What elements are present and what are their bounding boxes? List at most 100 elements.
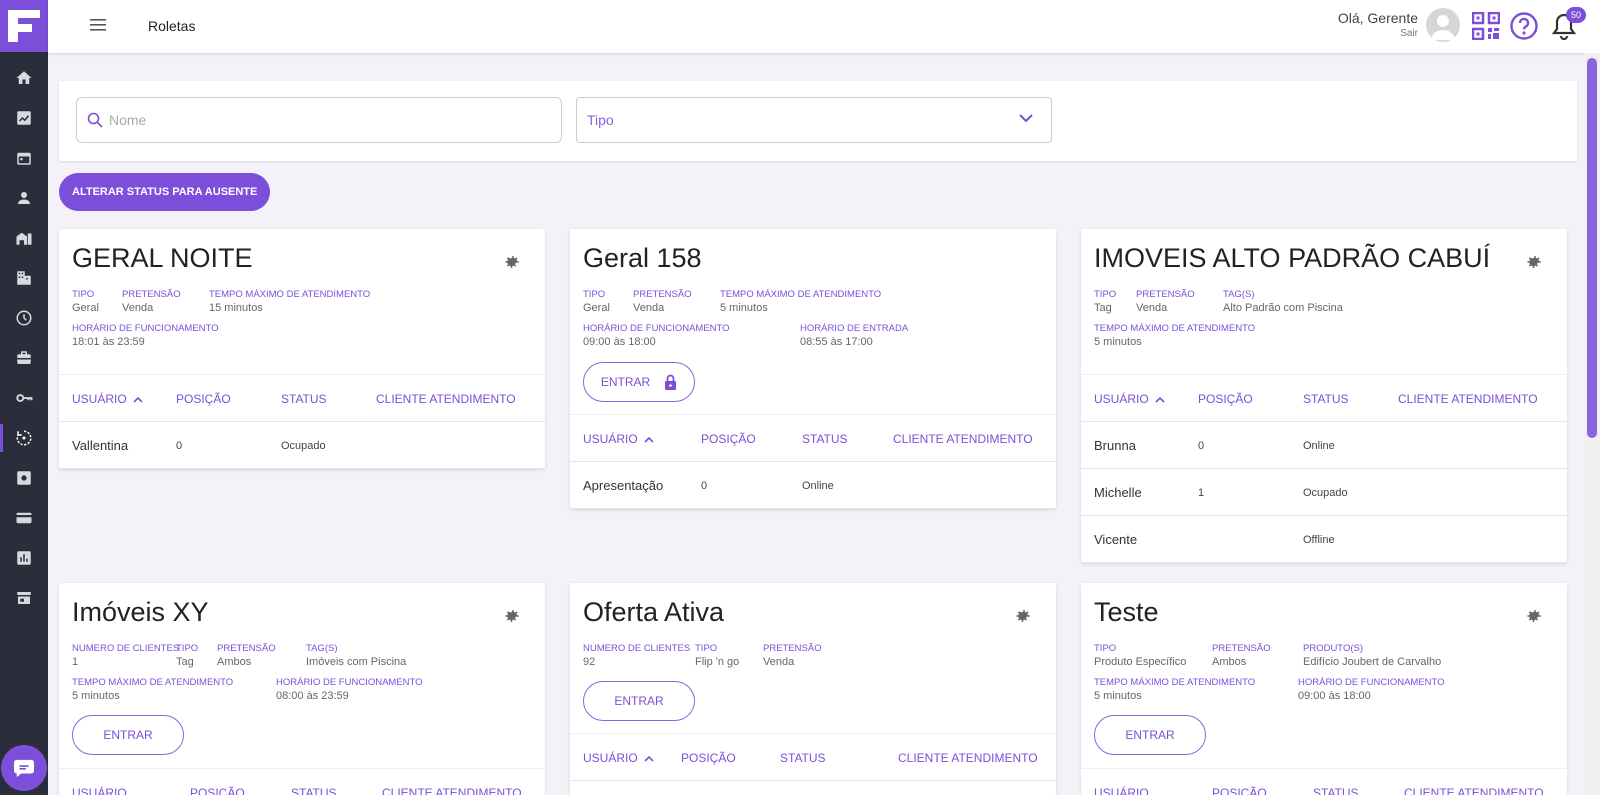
roulette-icon (16, 430, 32, 446)
column-cliente-atendimento[interactable]: CLIENTE ATENDIMENTO (382, 786, 522, 795)
column-status[interactable]: STATUS (1313, 786, 1359, 795)
table-header: USUÁRIO POSIÇÃO STATUS CLIENTE ATENDIMEN… (570, 733, 1056, 781)
qr-code-icon (1471, 11, 1501, 41)
help-button[interactable] (1510, 12, 1538, 45)
roulette-card: Oferta Ativa NUMERO DE CLIENTES 92 TIPO Fl… (570, 583, 1056, 795)
enter-button[interactable]: ENTRAR (1094, 715, 1206, 755)
clock-icon (16, 310, 32, 326)
column-usuario[interactable]: USUÁRIO (72, 786, 127, 795)
sidebar-item-history[interactable] (0, 298, 48, 338)
buildings-icon (17, 271, 31, 285)
set-absent-status-button[interactable]: ALTERAR STATUS PARA AUSENTE (59, 173, 271, 211)
table-row: Vicente Offline (1081, 516, 1567, 563)
enter-button[interactable]: ENTRAR (583, 362, 695, 402)
gear-icon[interactable] (1014, 607, 1032, 625)
gear-icon[interactable] (503, 253, 521, 271)
avatar[interactable] (1426, 8, 1460, 42)
meta-tags: TAG(S) Imóveis com Piscina (306, 643, 407, 668)
column-status[interactable]: STATUS (802, 432, 848, 446)
name-search-input[interactable] (109, 112, 509, 128)
table-row: Vallentina 0 Ocupado (59, 422, 545, 469)
enter-button[interactable]: ENTRAR (583, 681, 695, 721)
column-cliente-atendimento[interactable]: CLIENTE ATENDIMENTO (898, 751, 1038, 765)
sidebar-item-keys[interactable] (0, 378, 48, 418)
roulette-card: Teste TIPO Produto Específico PRETENSÃO Am… (1081, 583, 1567, 795)
gear-icon[interactable] (1525, 253, 1543, 271)
qr-code-button[interactable] (1471, 11, 1501, 45)
sidebar-item-home[interactable] (0, 58, 48, 98)
column-posicao[interactable]: POSIÇÃO (1212, 786, 1267, 795)
chevron-up-icon (1155, 396, 1165, 403)
sidebar-item-roletas[interactable] (0, 418, 48, 458)
table-row: Brunna 0 Online (1081, 422, 1567, 469)
sidebar-item-properties[interactable] (0, 218, 48, 258)
chat-button[interactable] (1, 745, 47, 791)
card-icon (16, 512, 32, 524)
sidebar-item-payments[interactable] (0, 498, 48, 538)
sidebar-item-reports[interactable] (0, 538, 48, 578)
column-status[interactable]: STATUS (291, 786, 337, 795)
sidebar-item-store[interactable] (0, 578, 48, 618)
card-title: Geral 158 (583, 243, 702, 273)
logout-link[interactable]: Sair (1400, 28, 1418, 39)
meta-tags: TAG(S) Alto Padrão com Piscina (1223, 289, 1343, 314)
chevron-up-icon (644, 436, 654, 443)
sidebar-item-dashboard[interactable] (0, 98, 48, 138)
search-icon (87, 112, 103, 128)
roulette-card: IMOVEIS ALTO PADRÃO CABUÍ TIPO Tag PRETEN… (1081, 229, 1567, 563)
person-icon (18, 192, 30, 204)
notification-count-badge: 50 (1566, 7, 1586, 23)
meta-pretensao: PRETENSÃO Venda (763, 643, 822, 668)
column-status[interactable]: STATUS (1303, 392, 1349, 406)
column-usuario[interactable]: USUÁRIO (1094, 786, 1149, 795)
column-usuario[interactable]: USUÁRIO (583, 432, 654, 446)
meta-numero-clientes: NUMERO DE CLIENTES 92 (583, 643, 691, 668)
filter-panel: Tipo (59, 81, 1577, 161)
column-cliente-atendimento[interactable]: CLIENTE ATENDIMENTO (893, 432, 1033, 446)
vertical-scrollbar[interactable] (1584, 53, 1600, 795)
column-status[interactable]: STATUS (780, 751, 826, 765)
column-status[interactable]: STATUS (281, 392, 327, 406)
app-logo[interactable] (0, 0, 48, 52)
column-cliente-atendimento[interactable]: CLIENTE ATENDIMENTO (376, 392, 516, 406)
sidebar-item-people[interactable] (0, 178, 48, 218)
meta-tipo: TIPO Produto Específico (1094, 643, 1187, 668)
table-row: Michelle 1 Ocupado (1081, 469, 1567, 516)
calendar-icon (17, 152, 31, 165)
scrollbar-thumb[interactable] (1587, 58, 1597, 438)
gear-icon[interactable] (503, 607, 521, 625)
column-posicao[interactable]: POSIÇÃO (1198, 392, 1253, 406)
column-posicao[interactable]: POSIÇÃO (681, 751, 736, 765)
column-usuario[interactable]: USUÁRIO (583, 751, 654, 765)
search-field[interactable] (76, 97, 562, 143)
gear-icon[interactable] (1525, 607, 1543, 625)
column-posicao[interactable]: POSIÇÃO (701, 432, 756, 446)
column-cliente-atendimento[interactable]: CLIENTE ATENDIMENTO (1404, 786, 1544, 795)
menu-toggle-button[interactable] (90, 18, 106, 37)
meta-horario-funcionamento: HORÁRIO DE FUNCIONAMENTO 09:00 às 18:00 (583, 323, 730, 348)
table-header: USUÁRIO POSIÇÃO STATUS CLIENTE ATENDIMEN… (1081, 374, 1567, 422)
hamburger-icon (90, 19, 106, 31)
column-usuario[interactable]: USUÁRIO (72, 392, 143, 406)
column-posicao[interactable]: POSIÇÃO (176, 392, 231, 406)
chevron-down-icon (1019, 114, 1033, 123)
sidebar-item-enterprises[interactable] (0, 258, 48, 298)
meta-tempo-maximo: TEMPO MÁXIMO DE ATENDIMENTO 5 minutos (72, 677, 234, 702)
sidebar-item-business[interactable] (0, 338, 48, 378)
column-usuario[interactable]: USUÁRIO (1094, 392, 1165, 406)
chevron-up-icon (644, 755, 654, 762)
chat-icon (14, 759, 34, 778)
card-title: GERAL NOITE (72, 243, 253, 273)
sidebar-item-calendar[interactable] (0, 138, 48, 178)
building-icon (16, 232, 32, 245)
briefcase-icon (17, 351, 31, 364)
sidebar-item-settings[interactable] (0, 458, 48, 498)
column-posicao[interactable]: POSIÇÃO (190, 786, 245, 795)
column-cliente-atendimento[interactable]: CLIENTE ATENDIMENTO (1398, 392, 1538, 406)
greeting-text: Olá, Gerente (1337, 10, 1418, 26)
enter-button[interactable]: ENTRAR (72, 715, 184, 755)
table-header: USUÁRIO POSIÇÃO STATUS CLIENTE ATENDIMEN… (570, 414, 1056, 462)
type-select[interactable]: Tipo (576, 97, 1052, 143)
table-header: USUÁRIO POSIÇÃO STATUS CLIENTE ATENDIMEN… (59, 768, 545, 795)
type-select-placeholder: Tipo (587, 112, 614, 128)
